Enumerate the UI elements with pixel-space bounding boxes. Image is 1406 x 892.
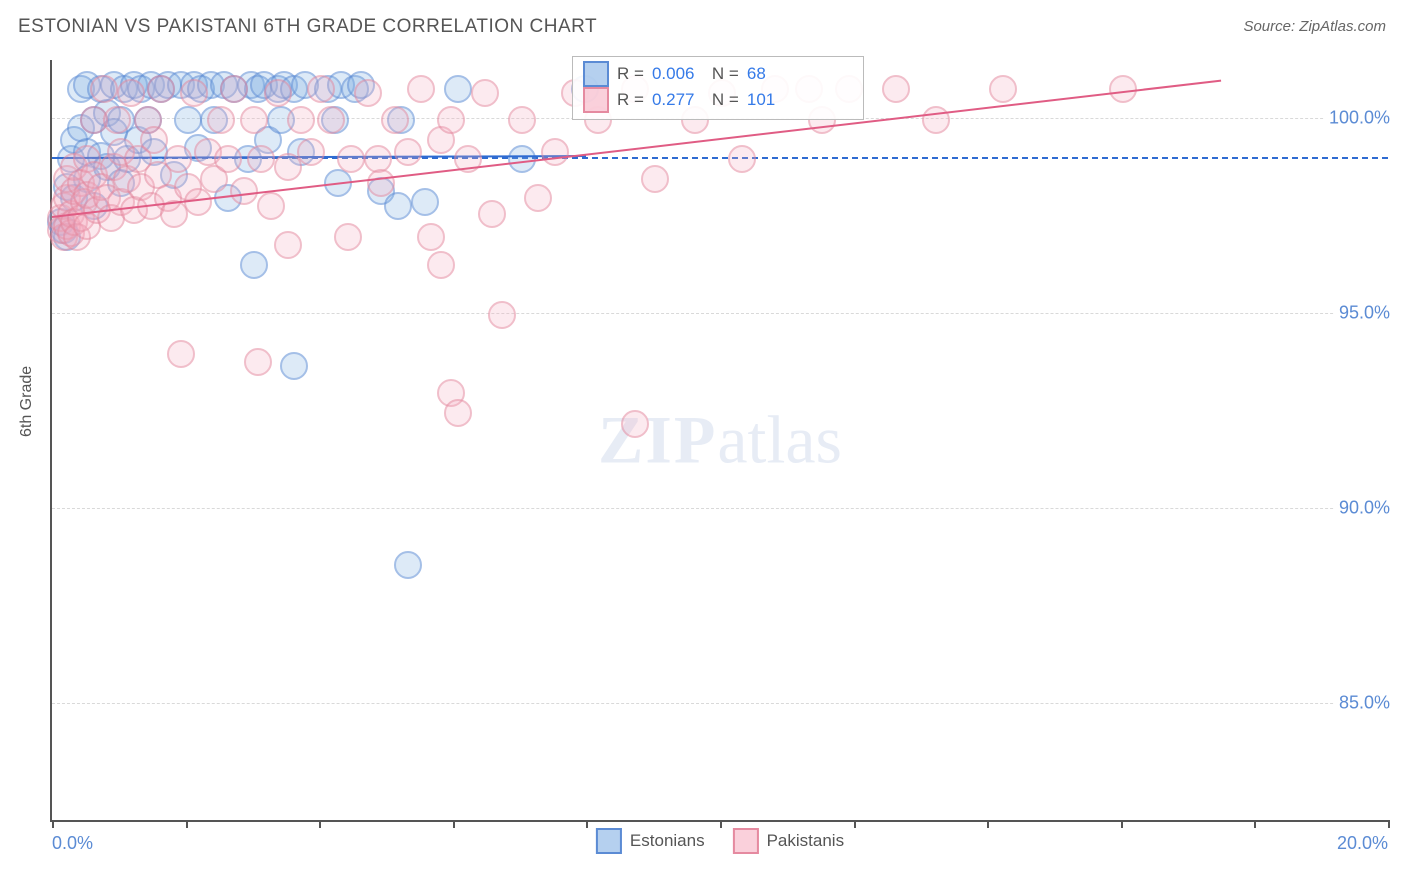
y-axis-tick-label: 85.0% xyxy=(1335,693,1394,714)
data-point xyxy=(140,126,168,154)
x-axis-tick xyxy=(854,820,856,828)
data-point xyxy=(427,251,455,279)
x-axis-tick xyxy=(319,820,321,828)
data-point xyxy=(417,223,445,251)
swatch-blue-icon xyxy=(596,828,622,854)
swatch-pink-icon xyxy=(733,828,759,854)
data-point xyxy=(444,75,472,103)
data-point xyxy=(367,169,395,197)
data-point xyxy=(541,138,569,166)
data-point xyxy=(989,75,1017,103)
data-point xyxy=(488,301,516,329)
x-axis-tick xyxy=(186,820,188,828)
n-value-pakistanis: 101 xyxy=(747,90,775,110)
data-point xyxy=(147,75,175,103)
data-point xyxy=(381,106,409,134)
data-point xyxy=(207,106,235,134)
data-point xyxy=(184,188,212,216)
legend-row-pakistanis: R = 0.277 N = 101 xyxy=(583,87,853,113)
data-point xyxy=(641,165,669,193)
data-point xyxy=(524,184,552,212)
gridline xyxy=(52,703,1388,704)
data-point xyxy=(334,223,362,251)
data-point xyxy=(174,106,202,134)
data-point xyxy=(337,145,365,173)
data-point xyxy=(244,348,272,376)
x-axis-min-label: 0.0% xyxy=(52,833,93,854)
y-axis-title: 6th Grade xyxy=(18,366,36,437)
x-axis-tick xyxy=(720,820,722,828)
data-point xyxy=(354,79,382,107)
swatch-pink-icon xyxy=(583,87,609,113)
data-point xyxy=(247,145,275,173)
data-point xyxy=(180,79,208,107)
data-point xyxy=(384,192,412,220)
data-point xyxy=(407,75,435,103)
data-point xyxy=(297,138,325,166)
source-label: Source: ZipAtlas.com xyxy=(1243,18,1386,35)
chart-title: ESTONIAN VS PAKISTANI 6TH GRADE CORRELAT… xyxy=(18,16,597,38)
n-value-estonians: 68 xyxy=(747,64,766,84)
data-point xyxy=(394,138,422,166)
x-axis-tick xyxy=(1254,820,1256,828)
data-point xyxy=(264,79,292,107)
legend-label: Pakistanis xyxy=(767,831,844,851)
r-value-estonians: 0.006 xyxy=(652,64,695,84)
gridline xyxy=(52,313,1388,314)
series-legend: Estonians Pakistanis xyxy=(596,828,844,854)
data-point xyxy=(274,231,302,259)
x-axis-tick xyxy=(586,820,588,828)
data-point xyxy=(437,106,465,134)
legend-item-estonians: Estonians xyxy=(596,828,705,854)
swatch-blue-icon xyxy=(583,61,609,87)
data-point xyxy=(240,251,268,279)
x-axis-tick xyxy=(453,820,455,828)
data-point xyxy=(394,551,422,579)
data-point xyxy=(728,145,756,173)
legend-item-pakistanis: Pakistanis xyxy=(733,828,844,854)
x-axis-tick xyxy=(1121,820,1123,828)
data-point xyxy=(220,75,248,103)
correlation-legend: R = 0.006 N = 68 R = 0.277 N = 101 xyxy=(572,56,864,120)
data-point xyxy=(478,200,506,228)
data-point xyxy=(214,145,242,173)
legend-row-estonians: R = 0.006 N = 68 xyxy=(583,61,853,87)
data-point xyxy=(444,399,472,427)
scatter-plot: ZIPatlas 85.0%90.0%95.0%100.0% R = 0.006… xyxy=(50,60,1388,822)
x-axis-tick xyxy=(987,820,989,828)
y-axis-tick-label: 90.0% xyxy=(1335,498,1394,519)
data-point xyxy=(411,188,439,216)
data-point xyxy=(621,410,649,438)
data-point xyxy=(508,106,536,134)
data-point xyxy=(287,106,315,134)
data-point xyxy=(280,352,308,380)
data-point xyxy=(230,177,258,205)
y-axis-tick-label: 100.0% xyxy=(1325,108,1394,129)
x-axis-max-label: 20.0% xyxy=(1337,833,1388,854)
legend-label: Estonians xyxy=(630,831,705,851)
x-axis-tick xyxy=(52,820,54,828)
y-axis-tick-label: 95.0% xyxy=(1335,303,1394,324)
x-axis-tick xyxy=(1388,820,1390,828)
data-point xyxy=(164,145,192,173)
data-point xyxy=(471,79,499,107)
data-point xyxy=(117,79,145,107)
gridline xyxy=(52,508,1388,509)
data-point xyxy=(257,192,285,220)
data-point xyxy=(882,75,910,103)
r-value-pakistanis: 0.277 xyxy=(652,90,695,110)
data-point xyxy=(167,340,195,368)
